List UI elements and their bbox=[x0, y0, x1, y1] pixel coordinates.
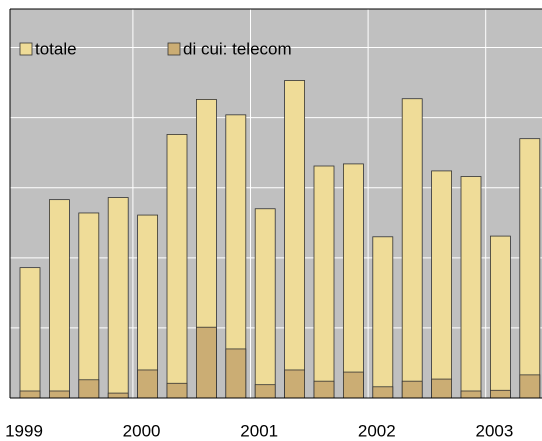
bar bbox=[313, 380, 335, 399]
bar bbox=[19, 267, 41, 399]
bar bbox=[254, 384, 276, 399]
bar bbox=[284, 80, 306, 399]
bar bbox=[342, 371, 364, 399]
bar bbox=[284, 369, 306, 399]
bar bbox=[137, 369, 159, 399]
legend-label: totale bbox=[35, 39, 77, 58]
bar bbox=[254, 208, 276, 399]
bar bbox=[401, 98, 423, 399]
bar bbox=[19, 390, 41, 399]
bar bbox=[519, 374, 541, 399]
bar bbox=[78, 379, 100, 399]
x-tick-label: 2000 bbox=[123, 421, 161, 440]
bar bbox=[78, 212, 100, 399]
bar bbox=[195, 326, 217, 399]
bar bbox=[225, 348, 247, 399]
bar bbox=[342, 163, 364, 399]
bar bbox=[372, 236, 394, 399]
x-tick-label: 2003 bbox=[475, 421, 513, 440]
bar bbox=[107, 197, 129, 399]
bars bbox=[19, 80, 541, 399]
bar bbox=[49, 390, 70, 399]
bar bbox=[49, 199, 70, 399]
bar bbox=[166, 382, 188, 399]
bar bbox=[372, 386, 394, 399]
x-tick-label: 1999 bbox=[5, 421, 43, 440]
bar bbox=[166, 134, 188, 399]
bar bbox=[431, 378, 453, 399]
bar bbox=[401, 380, 423, 399]
bar bbox=[460, 390, 482, 399]
bar bbox=[460, 176, 482, 399]
legend-swatch bbox=[19, 42, 33, 56]
x-tick-label: 2002 bbox=[358, 421, 396, 440]
legend-swatch bbox=[167, 42, 181, 56]
legend-label: di cui: telecom bbox=[183, 39, 292, 58]
x-tick-label: 2001 bbox=[240, 421, 278, 440]
bar bbox=[431, 170, 453, 399]
legend: totale di cui: telecom bbox=[19, 39, 292, 58]
bar bbox=[489, 389, 511, 399]
bar bbox=[489, 235, 511, 399]
bar bbox=[107, 392, 129, 399]
bar bbox=[519, 138, 541, 399]
bar bbox=[313, 165, 335, 399]
